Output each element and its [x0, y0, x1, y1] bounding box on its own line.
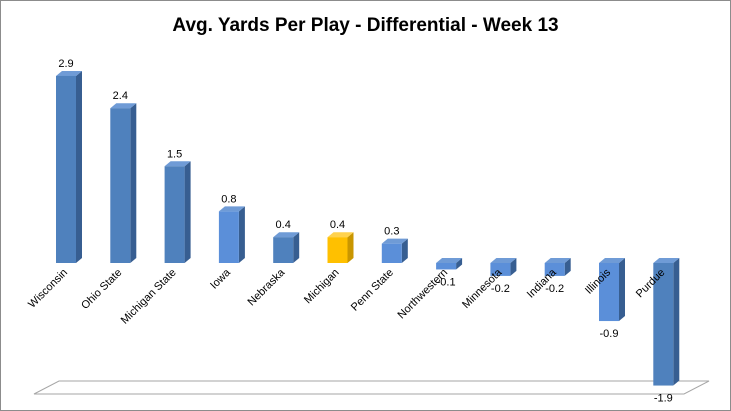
- bar-front: [273, 237, 294, 263]
- bar-iowa: [218, 206, 245, 263]
- bar-top: [544, 258, 571, 263]
- category-label-ohio-state: Ohio State: [79, 267, 124, 312]
- data-label-michigan: 0.4: [330, 219, 345, 231]
- bar-illinois: [599, 258, 625, 322]
- bar-top: [490, 258, 517, 263]
- category-label-northwestern: Northwestern: [395, 267, 450, 322]
- bar-top: [110, 103, 137, 109]
- bar-side: [619, 258, 625, 322]
- bar-front: [599, 263, 619, 322]
- data-label-indiana: -0.2: [545, 283, 564, 295]
- bar-top: [56, 70, 82, 76]
- bar-top: [436, 258, 463, 263]
- bar-michigan-state: [164, 161, 191, 263]
- bar-top: [653, 258, 680, 263]
- bar-nebraska: [273, 232, 300, 263]
- data-label-iowa: 0.8: [221, 193, 236, 205]
- bar-top: [273, 232, 300, 238]
- bar-michigan: [327, 232, 354, 263]
- bar-northwestern: [436, 258, 463, 270]
- bar-front: [490, 263, 511, 276]
- data-label-wisconsin: 2.9: [58, 58, 73, 70]
- bar-top: [381, 238, 408, 244]
- chart-title: Avg. Yards Per Play - Differential - Wee…: [172, 15, 559, 36]
- bar-front: [164, 166, 185, 263]
- bar-side: [238, 206, 245, 263]
- bar-front: [327, 237, 348, 263]
- bar-front: [381, 243, 402, 263]
- bar-side: [673, 258, 680, 386]
- data-label-northwestern: -0.1: [437, 276, 456, 288]
- category-label-nebraska: Nebraska: [246, 266, 288, 308]
- data-label-minnesota: -0.2: [491, 283, 510, 295]
- bar-front: [110, 108, 131, 263]
- bar-side: [510, 258, 517, 276]
- category-label-wisconsin: Wisconsin: [26, 267, 70, 311]
- bar-side: [130, 103, 137, 263]
- bar-side: [456, 258, 463, 270]
- category-label-michigan-state: Michigan State: [119, 267, 179, 327]
- bar-side: [347, 232, 354, 263]
- data-label-nebraska: 0.4: [276, 219, 291, 231]
- bar-side: [564, 258, 571, 276]
- data-label-michigan-state: 1.5: [167, 148, 182, 160]
- data-label-ohio-state: 2.4: [113, 90, 128, 102]
- bar-indiana: [544, 258, 571, 276]
- bar-side: [76, 70, 82, 263]
- bar-top: [327, 232, 354, 238]
- bar-purdue: [653, 258, 680, 386]
- bar-side: [401, 238, 408, 263]
- bar-penn-state: [381, 238, 408, 263]
- bar-front: [653, 263, 674, 386]
- bar-side: [293, 232, 300, 263]
- bar-wisconsin: [56, 70, 82, 263]
- category-label-iowa: Iowa: [208, 266, 234, 292]
- data-label-illinois: -0.9: [600, 328, 619, 340]
- bar-top: [599, 258, 625, 263]
- bar-ohio-state: [110, 103, 137, 263]
- chart-floor: [33, 380, 710, 395]
- bar-side: [184, 161, 191, 263]
- bar-minnesota: [490, 258, 517, 276]
- bar-top: [218, 206, 245, 212]
- bar-top: [164, 161, 191, 167]
- bar-front: [544, 263, 565, 276]
- data-label-purdue: -1.9: [654, 393, 673, 405]
- category-label-michigan: Michigan: [302, 267, 342, 307]
- bar-front: [218, 211, 239, 263]
- data-label-penn-state: 0.3: [384, 226, 399, 238]
- category-label-penn-state: Penn State: [349, 267, 396, 314]
- bar-front: [56, 75, 76, 263]
- bar-front: [436, 263, 457, 270]
